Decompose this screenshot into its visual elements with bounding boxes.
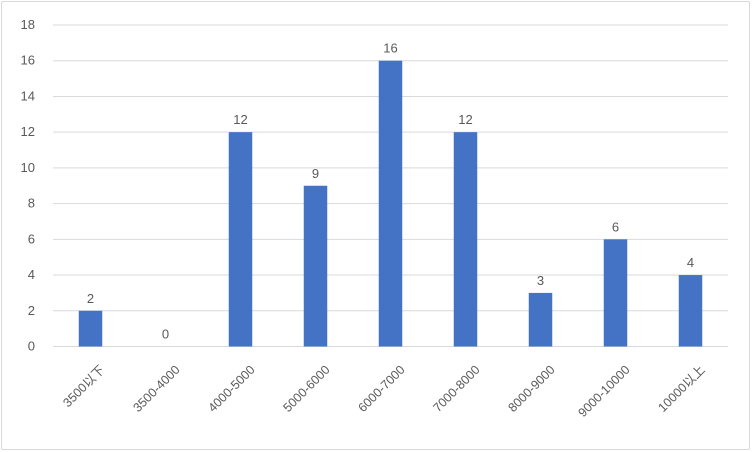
svg-text:7000-8000: 7000-8000 xyxy=(430,363,482,415)
svg-text:3500以下: 3500以下 xyxy=(60,363,107,410)
svg-text:5000-6000: 5000-6000 xyxy=(280,363,332,415)
svg-text:0: 0 xyxy=(28,339,35,354)
svg-text:18: 18 xyxy=(21,17,35,32)
svg-text:6: 6 xyxy=(28,231,35,246)
svg-text:14: 14 xyxy=(21,88,35,103)
svg-text:4: 4 xyxy=(28,267,35,282)
svg-text:2: 2 xyxy=(87,291,94,306)
svg-text:9000-10000: 9000-10000 xyxy=(576,363,633,420)
svg-text:16: 16 xyxy=(383,41,397,56)
svg-text:3: 3 xyxy=(537,273,544,288)
svg-text:16: 16 xyxy=(21,53,35,68)
svg-text:10000以上: 10000以上 xyxy=(655,363,707,415)
svg-text:6000-7000: 6000-7000 xyxy=(355,363,407,415)
svg-text:6: 6 xyxy=(612,219,619,234)
svg-text:8: 8 xyxy=(28,196,35,211)
svg-text:10: 10 xyxy=(21,160,35,175)
svg-text:4000-5000: 4000-5000 xyxy=(205,363,257,415)
svg-text:0: 0 xyxy=(162,327,169,342)
svg-text:8000-9000: 8000-9000 xyxy=(505,363,557,415)
svg-text:12: 12 xyxy=(233,112,247,127)
svg-text:3500-4000: 3500-4000 xyxy=(130,363,182,415)
svg-text:9: 9 xyxy=(312,166,319,181)
svg-text:12: 12 xyxy=(21,124,35,139)
svg-text:4: 4 xyxy=(687,255,694,270)
svg-text:12: 12 xyxy=(458,112,472,127)
svg-text:2: 2 xyxy=(28,303,35,318)
